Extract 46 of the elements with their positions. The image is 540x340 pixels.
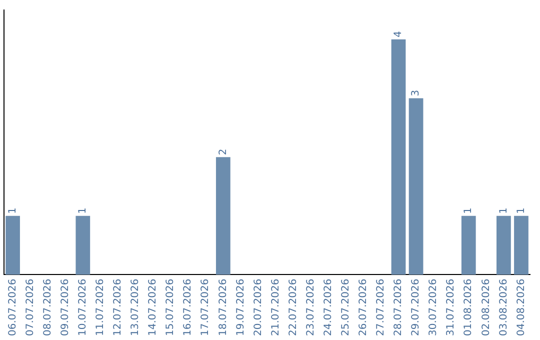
x-tick-label: 26.07.2026: [358, 278, 370, 336]
x-tick-label: 17.07.2026: [200, 278, 212, 336]
x-tick-label: 02.08.2026: [480, 278, 492, 336]
data-label: 4: [393, 31, 404, 38]
x-tick-label: 25.07.2026: [340, 278, 352, 336]
bar: [461, 216, 476, 275]
data-label: 3: [410, 90, 422, 96]
bar: [496, 216, 511, 275]
x-tick-label: 07.07.2026: [24, 278, 36, 336]
x-tick-label: 11.07.2026: [95, 278, 106, 336]
bar: [216, 157, 230, 275]
data-label: 1: [77, 208, 88, 214]
x-tick-label: 03.08.2026: [498, 278, 510, 336]
x-tick-label: 24.07.2026: [322, 278, 334, 336]
data-label: 2: [218, 148, 229, 156]
x-tick-label: 15.07.2026: [165, 278, 176, 336]
bar: [408, 98, 424, 275]
x-tick-label: 14.07.2026: [148, 278, 159, 336]
x-tick-label: 21.07.2026: [270, 278, 282, 336]
x-tick-label: 28.07.2026: [393, 278, 404, 336]
data-label: 1: [516, 208, 527, 214]
bar: [391, 39, 406, 275]
x-tick-label: 20.07.2026: [252, 278, 264, 336]
x-tick-label: 31.07.2026: [446, 278, 457, 336]
x-tick-label: 27.07.2026: [376, 278, 387, 336]
data-label: 1: [463, 208, 474, 214]
x-tick-label: 16.07.2026: [182, 278, 194, 336]
x-tick-label: 22.07.2026: [288, 278, 299, 336]
data-label: 1: [7, 208, 18, 214]
x-tick-label: 18.07.2026: [218, 278, 229, 336]
x-tick-label: 08.07.2026: [42, 278, 54, 336]
x-tick-label: 30.07.2026: [428, 278, 440, 336]
x-tick-label: 01.08.2026: [463, 278, 474, 336]
x-tick-label: 04.08.2026: [516, 278, 527, 336]
x-tick-label: 12.07.2026: [112, 278, 124, 336]
x-tick-label: 09.07.2026: [60, 278, 71, 336]
x-tick-label: 10.07.2026: [77, 278, 88, 336]
x-tick-label: 06.07.2026: [7, 278, 18, 336]
x-tick-label: 19.07.2026: [235, 278, 246, 336]
x-tick-label: 13.07.2026: [130, 278, 142, 336]
bar: [6, 216, 20, 275]
bar: [76, 216, 90, 275]
x-tick-label: 23.07.2026: [305, 278, 316, 336]
data-label: 1: [498, 208, 510, 214]
x-tick-label: 29.07.2026: [410, 278, 422, 336]
bar: [514, 216, 528, 275]
